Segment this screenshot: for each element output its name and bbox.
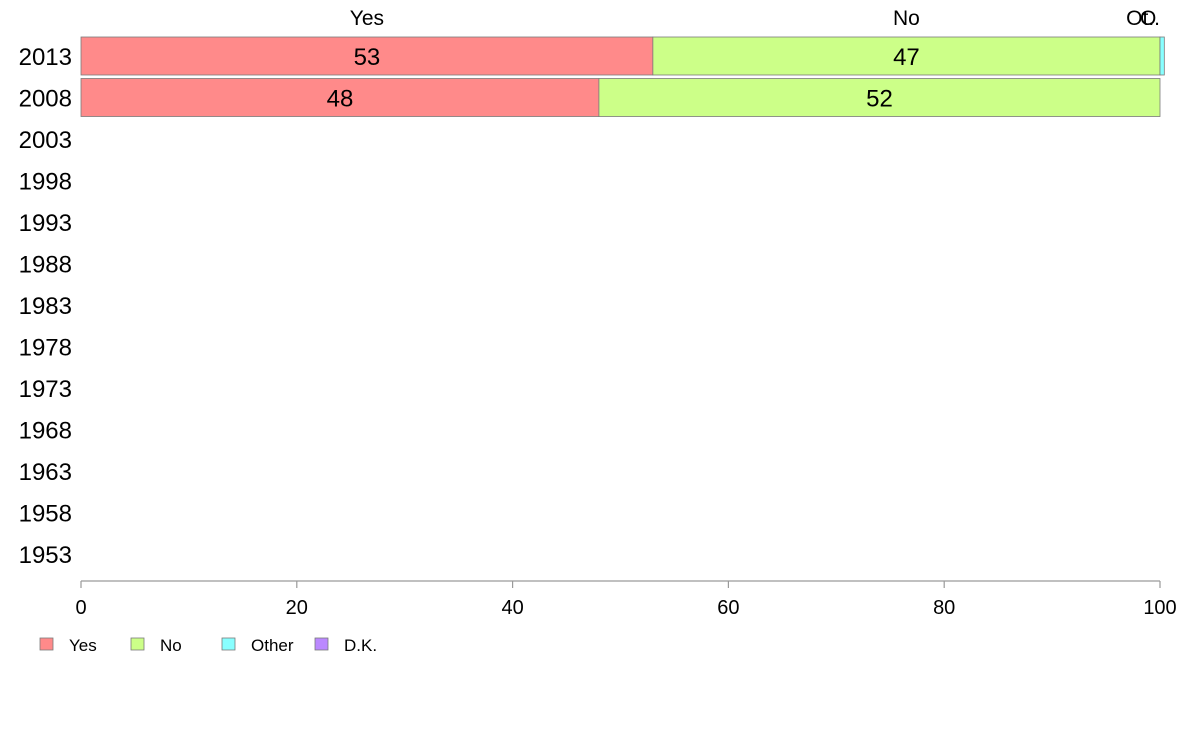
bar-segment-no xyxy=(652,36,1161,76)
legend-swatch xyxy=(221,637,236,651)
category-label: 2003 xyxy=(19,127,72,154)
category-label: 2008 xyxy=(19,86,72,113)
category-label: 1983 xyxy=(19,293,72,320)
x-tick-label: 20 xyxy=(286,597,308,619)
category-label: 1953 xyxy=(19,542,72,569)
legend-label: D.K. xyxy=(344,636,377,655)
bar-segment-other xyxy=(1159,36,1165,76)
series-header-label: Ot.. xyxy=(1126,7,1160,30)
x-tick-label: 40 xyxy=(501,597,523,619)
category-labels: 2013 2008 2003 1998 1993 1988 1983 1978 1973 1968… xyxy=(19,44,72,569)
legend-label: Other xyxy=(251,636,294,655)
x-tick-label: 100 xyxy=(1143,597,1176,619)
legend-swatch xyxy=(130,637,145,651)
bar-value-label: 52 xyxy=(866,86,893,113)
category-label: 2013 xyxy=(19,44,72,71)
series-header-labels: Yes No OOt.. xyxy=(350,7,1160,30)
bar-value-label: 53 xyxy=(354,44,381,71)
category-label: 1978 xyxy=(19,335,72,362)
legend-label: No xyxy=(160,636,182,655)
bars-group: 53 47 48 52 xyxy=(80,36,1165,117)
series-header-label: O xyxy=(1140,7,1156,30)
bar-value-label: 48 xyxy=(327,86,354,113)
bar-segment-no xyxy=(598,78,1161,117)
x-tick-label: 80 xyxy=(933,597,955,619)
bar-value-label: 47 xyxy=(893,44,920,71)
legend-label: Yes xyxy=(69,636,97,655)
legend-swatch xyxy=(39,637,54,651)
category-label: 1958 xyxy=(19,501,72,528)
category-label: 1968 xyxy=(19,418,72,445)
category-label: 1963 xyxy=(19,459,72,486)
x-tick-label: 0 xyxy=(75,597,86,619)
series-header-label: Yes xyxy=(350,7,384,30)
category-label: 1998 xyxy=(19,169,72,196)
x-axis: 0 20 40 60 80 100 xyxy=(75,580,1177,619)
x-tick-label: 60 xyxy=(717,597,739,619)
legend-swatch xyxy=(314,637,329,651)
category-label: 1988 xyxy=(19,252,72,279)
category-label: 1973 xyxy=(19,376,72,403)
series-header-label: No xyxy=(893,7,920,30)
category-label: 1993 xyxy=(19,210,72,237)
legend: Yes No Other D.K. xyxy=(39,636,377,655)
